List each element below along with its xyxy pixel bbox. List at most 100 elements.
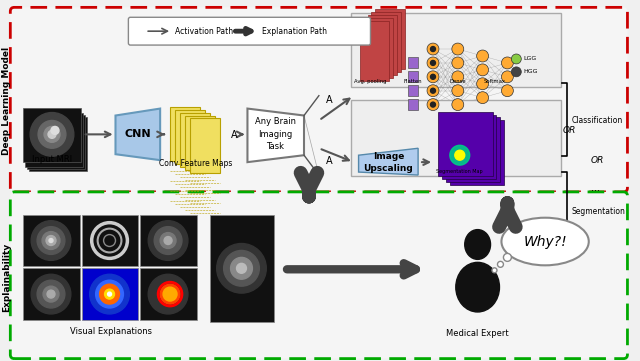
Text: Any Brain
Imaging
Task: Any Brain Imaging Task	[255, 117, 296, 151]
Circle shape	[90, 221, 129, 260]
Circle shape	[108, 292, 111, 296]
Circle shape	[49, 239, 53, 243]
Bar	[442, 114, 497, 179]
Text: Deep Learning Model: Deep Learning Model	[2, 47, 11, 155]
Text: Softmax: Softmax	[483, 79, 506, 84]
FancyBboxPatch shape	[10, 192, 627, 358]
Bar	[367, 15, 397, 75]
Text: Visual Explanations: Visual Explanations	[70, 327, 152, 336]
Circle shape	[455, 150, 465, 160]
Text: OR: OR	[562, 126, 575, 135]
Circle shape	[477, 64, 488, 76]
Text: LGG: LGG	[524, 56, 536, 61]
Text: A: A	[326, 95, 332, 105]
Circle shape	[492, 268, 497, 273]
Bar	[408, 99, 418, 109]
Circle shape	[477, 50, 488, 62]
Text: Explainability: Explainability	[2, 243, 11, 312]
Circle shape	[497, 261, 504, 267]
Bar	[376, 9, 405, 69]
FancyBboxPatch shape	[10, 7, 627, 192]
Circle shape	[43, 286, 59, 302]
FancyBboxPatch shape	[129, 17, 371, 45]
Circle shape	[450, 145, 470, 165]
Circle shape	[31, 274, 71, 314]
Circle shape	[37, 227, 65, 255]
Bar	[190, 118, 220, 173]
Circle shape	[431, 60, 435, 65]
Text: Avg. pooling: Avg. pooling	[354, 79, 387, 84]
Text: Segmentation: Segmentation	[572, 207, 626, 216]
Circle shape	[48, 130, 56, 138]
Circle shape	[104, 289, 115, 299]
Bar	[27, 114, 84, 169]
Circle shape	[160, 232, 176, 248]
Circle shape	[477, 92, 488, 104]
Bar	[82, 215, 138, 266]
Bar	[408, 71, 418, 82]
Circle shape	[504, 253, 511, 261]
Bar	[170, 106, 200, 161]
Bar	[371, 12, 401, 72]
Polygon shape	[358, 148, 418, 175]
Text: Segmentation Map: Segmentation Map	[436, 169, 483, 174]
Text: ...: ...	[591, 183, 600, 193]
Bar	[175, 109, 205, 164]
Circle shape	[31, 221, 71, 260]
Circle shape	[148, 221, 188, 260]
Bar	[180, 113, 210, 167]
Bar	[408, 57, 418, 68]
Bar	[408, 85, 418, 96]
Circle shape	[427, 71, 439, 83]
Ellipse shape	[465, 230, 490, 260]
Text: Conv Feature Maps: Conv Feature Maps	[159, 159, 232, 168]
Circle shape	[427, 85, 439, 97]
Circle shape	[427, 43, 439, 55]
Bar	[82, 268, 138, 320]
Text: Input MRI: Input MRI	[32, 155, 72, 164]
Text: Medical Expert: Medical Expert	[446, 329, 509, 338]
Circle shape	[427, 99, 439, 110]
Circle shape	[511, 54, 522, 64]
Polygon shape	[248, 109, 304, 162]
Text: A: A	[231, 130, 238, 140]
FancyBboxPatch shape	[351, 100, 561, 176]
Circle shape	[44, 126, 60, 142]
Circle shape	[237, 263, 246, 273]
Circle shape	[431, 88, 435, 93]
Text: Explanation Path: Explanation Path	[262, 27, 327, 36]
Text: HGG: HGG	[524, 69, 538, 74]
Bar	[140, 268, 197, 320]
Circle shape	[230, 257, 252, 279]
Circle shape	[452, 85, 464, 97]
Circle shape	[95, 280, 124, 308]
Bar	[185, 116, 214, 170]
Text: CNN: CNN	[124, 129, 150, 139]
Bar	[140, 215, 197, 266]
Polygon shape	[115, 109, 160, 160]
Circle shape	[452, 43, 464, 55]
Text: Why?!: Why?!	[524, 235, 567, 248]
FancyBboxPatch shape	[351, 13, 561, 87]
Circle shape	[30, 113, 74, 156]
Circle shape	[452, 57, 464, 69]
Circle shape	[154, 227, 182, 255]
Bar	[29, 117, 86, 171]
Circle shape	[427, 57, 439, 69]
Circle shape	[51, 126, 59, 134]
Circle shape	[502, 71, 513, 83]
Text: Activation Path: Activation Path	[175, 27, 233, 36]
Circle shape	[217, 244, 266, 293]
Circle shape	[452, 71, 464, 83]
Circle shape	[223, 251, 259, 286]
Circle shape	[160, 284, 180, 304]
Ellipse shape	[502, 218, 589, 265]
Circle shape	[42, 232, 60, 249]
Circle shape	[38, 121, 66, 148]
Circle shape	[431, 74, 435, 79]
Text: Flatten: Flatten	[404, 79, 422, 84]
Text: A: A	[326, 156, 332, 166]
Circle shape	[452, 99, 464, 110]
Bar	[364, 18, 394, 78]
Circle shape	[164, 236, 172, 244]
